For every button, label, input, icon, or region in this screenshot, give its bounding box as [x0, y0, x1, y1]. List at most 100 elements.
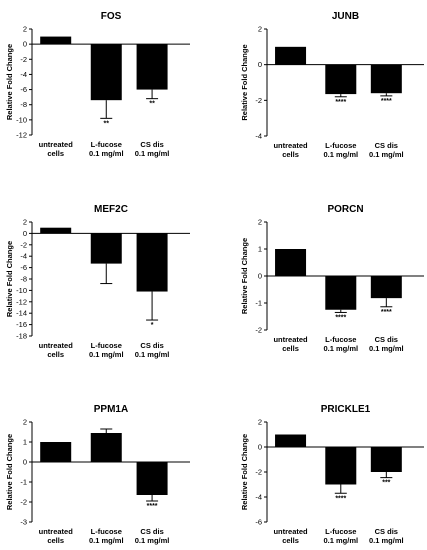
category-label: 0.1 mg/ml: [89, 350, 124, 359]
panel-title: PPM1A: [94, 404, 128, 415]
y-tick-label: -2: [20, 55, 27, 64]
category-label: CS dis: [140, 140, 163, 149]
category-label: L-fucose: [325, 527, 356, 536]
category-label: L-fucose: [325, 335, 356, 344]
category-label: cells: [47, 149, 64, 158]
y-tick-label: 2: [23, 25, 27, 34]
y-tick-label: 0: [23, 40, 27, 49]
y-tick-label: 2: [258, 218, 262, 227]
significance-label: **: [104, 120, 110, 127]
y-tick-label: 2: [23, 418, 27, 427]
y-tick-label: -10: [16, 286, 27, 295]
category-label: L-fucose: [91, 341, 122, 350]
category-label: CS dis: [140, 527, 163, 536]
y-tick-label: -2: [20, 498, 27, 507]
category-label: CS dis: [375, 527, 398, 536]
bar: [90, 44, 122, 101]
y-tick-label: -4: [255, 132, 262, 141]
y-axis-label: Relative Fold Change: [240, 434, 249, 510]
y-tick-label: 2: [258, 418, 262, 427]
y-tick-label: 1: [258, 245, 262, 254]
category-label: cells: [282, 150, 299, 159]
category-label: 0.1 mg/ml: [323, 536, 358, 545]
y-tick-label: -6: [20, 263, 27, 272]
significance-label: ****: [335, 99, 346, 106]
y-tick-label: 2: [23, 218, 27, 227]
y-axis-label: Relative Fold Change: [240, 44, 249, 120]
category-label: CS dis: [375, 335, 398, 344]
category-label: cells: [282, 344, 299, 353]
y-tick-label: -6: [255, 518, 262, 527]
bar: [40, 442, 72, 462]
category-label: 0.1 mg/ml: [369, 536, 404, 545]
significance-label: ***: [382, 480, 390, 487]
category-label: CS dis: [140, 341, 163, 350]
significance-label: ****: [335, 495, 346, 502]
panel-title: JUNB: [332, 11, 359, 22]
y-axis-label: Relative Fold Change: [5, 241, 14, 317]
bar: [90, 233, 122, 264]
y-tick-label: -1: [255, 299, 262, 308]
y-tick-label: -16: [16, 320, 27, 329]
y-axis-label: Relative Fold Change: [240, 238, 249, 314]
category-label: untreated: [39, 527, 74, 536]
category-label: cells: [47, 536, 64, 545]
significance-label: ****: [335, 314, 346, 321]
bar: [136, 462, 168, 495]
category-label: L-fucose: [91, 140, 122, 149]
y-tick-label: 0: [258, 443, 262, 452]
y-tick-label: -14: [16, 309, 27, 318]
bar: [90, 433, 122, 462]
y-tick-label: -4: [20, 70, 27, 79]
bar: [325, 64, 357, 95]
y-tick-label: -3: [20, 518, 27, 527]
category-label: cells: [282, 536, 299, 545]
category-label: 0.1 mg/ml: [323, 150, 358, 159]
category-label: untreated: [39, 341, 74, 350]
y-axis-label: Relative Fold Change: [5, 434, 14, 510]
category-label: cells: [47, 350, 64, 359]
bar: [136, 44, 168, 90]
bar: [370, 64, 402, 94]
category-label: 0.1 mg/ml: [135, 350, 170, 359]
bar: [370, 276, 402, 299]
bar: [325, 276, 357, 310]
category-label: 0.1 mg/ml: [135, 536, 170, 545]
y-tick-label: -2: [255, 96, 262, 105]
panel-title: FOS: [101, 11, 122, 22]
category-label: 0.1 mg/ml: [369, 150, 404, 159]
category-label: 0.1 mg/ml: [89, 149, 124, 158]
y-tick-label: -8: [20, 100, 27, 109]
category-label: untreated: [273, 335, 308, 344]
y-tick-label: -10: [16, 115, 27, 124]
category-label: untreated: [39, 140, 74, 149]
category-label: CS dis: [375, 141, 398, 150]
bar: [325, 447, 357, 485]
bar: [275, 46, 307, 65]
significance-label: **: [149, 101, 155, 108]
significance-label: ****: [381, 98, 392, 105]
bar: [275, 434, 307, 447]
category-label: L-fucose: [91, 527, 122, 536]
y-tick-label: -8: [20, 275, 27, 284]
y-tick-label: -12: [16, 131, 27, 140]
y-tick-label: 0: [258, 60, 262, 69]
y-axis-label: Relative Fold Change: [5, 44, 14, 120]
y-tick-label: 0: [23, 458, 27, 467]
y-tick-label: -2: [20, 240, 27, 249]
y-tick-label: -18: [16, 332, 27, 341]
bar: [136, 233, 168, 292]
category-label: L-fucose: [325, 141, 356, 150]
y-tick-label: 0: [258, 272, 262, 281]
category-label: 0.1 mg/ml: [89, 536, 124, 545]
y-tick-label: -4: [255, 493, 262, 502]
y-tick-label: -12: [16, 297, 27, 306]
y-tick-label: -2: [255, 468, 262, 477]
bar: [275, 249, 307, 276]
bar: [40, 227, 72, 234]
panel-title: PORCN: [327, 204, 363, 215]
significance-label: *: [151, 322, 154, 329]
category-label: untreated: [273, 141, 308, 150]
category-label: untreated: [273, 527, 308, 536]
